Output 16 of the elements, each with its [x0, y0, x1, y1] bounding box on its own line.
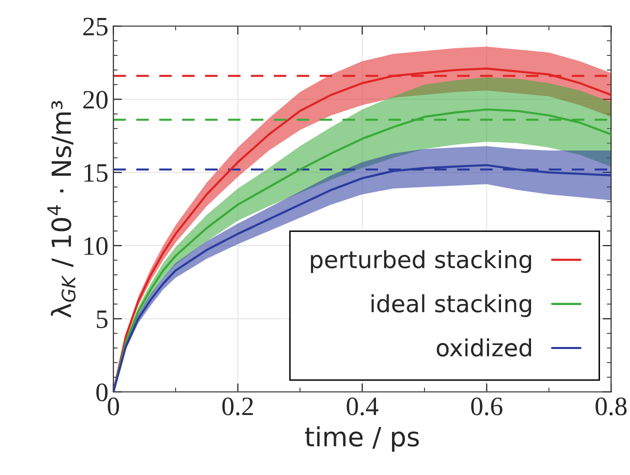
legend-label: perturbed stacking: [310, 250, 532, 273]
y-tick-label: 25: [83, 18, 108, 36]
y-tick-label: 10: [84, 237, 108, 255]
x-tick-label: 0.4: [346, 398, 378, 416]
x-axis-title: time / ps: [305, 426, 419, 452]
x-tick-label: 0.6: [471, 398, 502, 416]
y-tick-label: 5: [96, 310, 108, 328]
y-tick-label: 0: [96, 383, 108, 402]
x-tick-label: 0.8: [596, 398, 627, 416]
y-tick-label: 20: [83, 90, 108, 109]
y-axis-title: λ$_{GK}$ / 10$^{4}$ · Ns/m³: [47, 101, 76, 318]
y-tick-label: 15: [84, 164, 108, 182]
legend-label: ideal stacking: [372, 294, 532, 318]
x-tick-label: 0: [108, 398, 119, 416]
legend-label: oxidized: [436, 338, 532, 357]
x-tick-label: 0.2: [222, 398, 253, 416]
